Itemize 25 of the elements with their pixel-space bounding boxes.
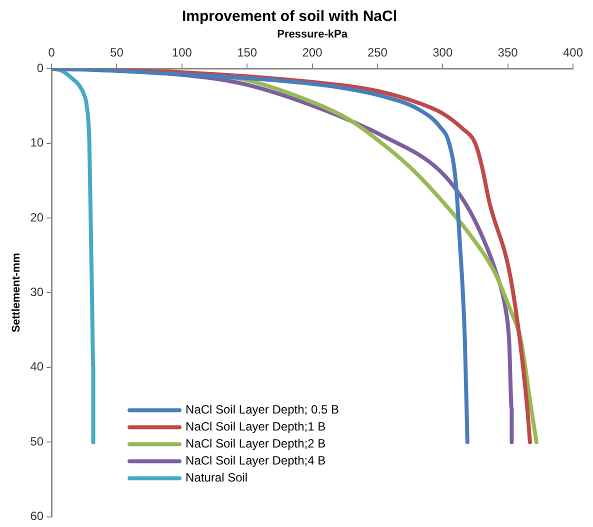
line-series xyxy=(52,68,96,444)
x-tick-label: 250 xyxy=(367,46,388,60)
x-tick-label: 100 xyxy=(172,46,192,60)
x-axis-title: Pressure-kPa xyxy=(277,28,348,41)
legend-label: Natural Soil xyxy=(186,470,248,485)
legend-label: NaCl Soil Layer Depth;1 B xyxy=(186,420,326,434)
y-tick-label: 40 xyxy=(30,360,44,374)
x-tick-label: 0 xyxy=(48,46,56,60)
y-tick-label: 50 xyxy=(30,434,44,448)
legend-label: NaCl Soil Layer Depth; 0.5 B xyxy=(186,402,339,417)
x-tick-label: 400 xyxy=(562,46,584,60)
chart-title: Improvement of soil with NaCl xyxy=(182,8,398,26)
y-tick-label: 0 xyxy=(36,60,44,75)
y-tick-label: 60 xyxy=(30,509,44,524)
x-tick-label: 200 xyxy=(302,46,323,60)
y-axis-title: Settlement-mm xyxy=(10,252,23,332)
y-tick-label: 10 xyxy=(30,136,44,150)
x-tick-label: 300 xyxy=(432,46,453,60)
x-tick-label: 50 xyxy=(110,46,124,60)
x-tick-label: 150 xyxy=(237,46,258,60)
x-tick-label: 350 xyxy=(498,46,518,60)
legend-label: NaCl Soil Layer Depth;2 B xyxy=(186,436,326,451)
y-tick-label: 30 xyxy=(30,285,44,300)
legend-label: NaCl Soil Layer Depth;4 B xyxy=(186,454,326,468)
y-tick-label: 20 xyxy=(30,210,44,224)
